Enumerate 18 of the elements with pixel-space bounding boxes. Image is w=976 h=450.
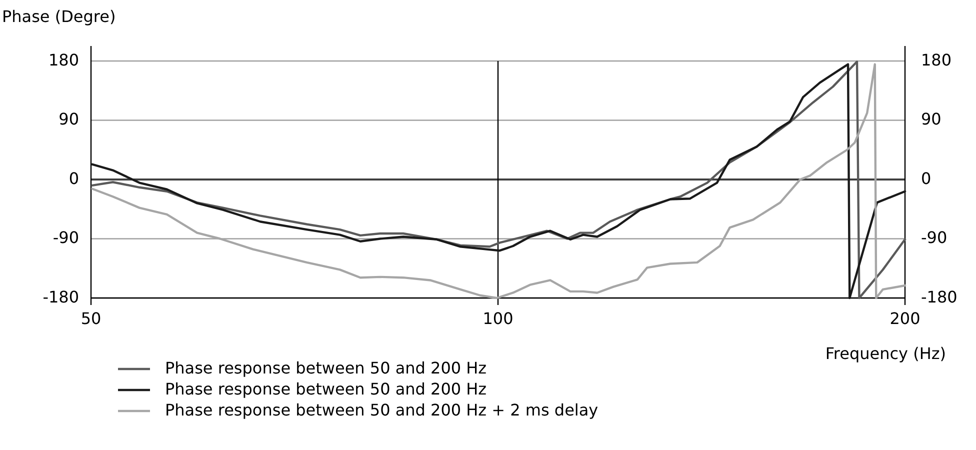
- y2-tick-label: 90: [921, 110, 942, 129]
- y-tick-label: -180: [42, 287, 79, 306]
- y2-tick-label: -90: [921, 228, 948, 248]
- x-tick-label: 200: [890, 309, 920, 328]
- legend-label: Phase response between 50 and 200 Hz + 2 ms delay: [165, 400, 598, 420]
- y-axis-title: Phase (Degre): [2, 7, 116, 26]
- y-tick-label: 0: [68, 168, 79, 188]
- y2-tick-label: 0: [921, 168, 932, 188]
- legend-label: Phase response between 50 and 200 Hz: [165, 379, 487, 398]
- y2-tick-label: 180: [921, 50, 952, 70]
- y2-tick-label: -180: [921, 287, 958, 306]
- x-tick-label: 100: [482, 309, 514, 328]
- legend-label: Phase response between 50 and 200 Hz: [165, 358, 487, 378]
- y-tick-label: -90: [52, 228, 79, 248]
- y-tick-label: 90: [58, 110, 79, 129]
- x-axis-title: Frequency (Hz): [825, 344, 946, 363]
- y-tick-label: 180: [48, 50, 79, 70]
- x-tick-label: 50: [80, 309, 102, 328]
